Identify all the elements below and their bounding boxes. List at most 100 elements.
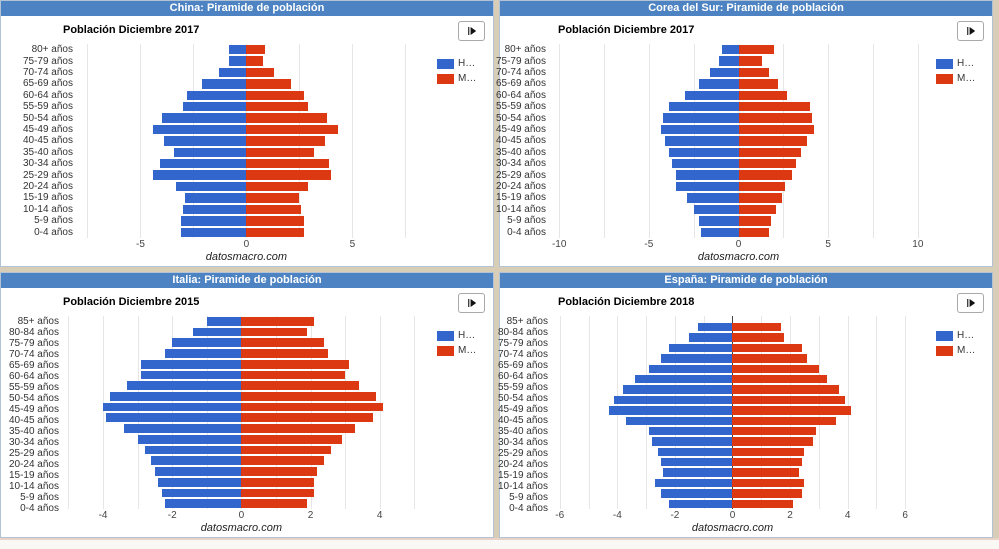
bar-mujeres[interactable] [738,216,771,226]
bar-hombres[interactable] [689,333,733,342]
bar-mujeres[interactable] [732,416,837,425]
bar-hombres[interactable] [174,147,247,158]
bar-mujeres[interactable] [246,124,338,135]
bar-hombres[interactable] [675,181,739,192]
bar-hombres[interactable] [137,434,242,444]
bar-mujeres[interactable] [246,227,304,237]
bar-hombres[interactable] [161,113,247,123]
bar-mujeres[interactable] [241,445,332,455]
bar-hombres[interactable] [206,317,242,326]
bar-mujeres[interactable] [732,364,819,373]
bar-hombres[interactable] [709,67,739,78]
bar-mujeres[interactable] [246,90,304,101]
bar-hombres[interactable] [144,445,242,455]
bar-hombres[interactable] [154,467,242,476]
bar-hombres[interactable] [165,499,242,508]
bar-hombres[interactable] [184,193,247,203]
bar-mujeres[interactable] [738,181,786,192]
bar-mujeres[interactable] [738,147,802,158]
bar-hombres[interactable] [141,370,242,380]
bar-mujeres[interactable] [246,193,300,203]
bar-hombres[interactable] [660,489,733,498]
bar-mujeres[interactable] [732,499,793,509]
bar-mujeres[interactable] [246,56,264,66]
bar-hombres[interactable] [660,458,733,467]
bar-mujeres[interactable] [246,79,291,89]
bar-hombres[interactable] [664,136,739,146]
bar-hombres[interactable] [153,170,247,180]
bar-hombres[interactable] [127,381,242,391]
bar-hombres[interactable] [722,45,739,55]
bar-mujeres[interactable] [732,468,799,477]
bar-hombres[interactable] [657,447,733,457]
bar-hombres[interactable] [663,468,733,477]
bar-mujeres[interactable] [241,477,314,487]
bar-hombres[interactable] [654,478,733,488]
bar-mujeres[interactable] [732,406,851,415]
bar-hombres[interactable] [684,90,739,101]
bar-hombres[interactable] [182,102,247,112]
bar-mujeres[interactable] [241,424,356,433]
bar-hombres[interactable] [103,402,242,412]
bar-hombres[interactable] [218,67,247,78]
bar-hombres[interactable] [649,426,733,436]
bar-mujeres[interactable] [732,489,802,498]
bar-hombres[interactable] [192,327,242,337]
bar-hombres[interactable] [661,124,739,135]
bar-hombres[interactable] [106,413,242,423]
bar-hombres[interactable] [161,488,242,498]
bar-hombres[interactable] [159,159,247,169]
bar-hombres[interactable] [718,56,739,66]
bar-mujeres[interactable] [241,370,346,380]
bar-mujeres[interactable] [241,349,328,358]
bar-mujeres[interactable] [732,426,816,436]
bar-hombres[interactable] [163,136,247,146]
bar-mujeres[interactable] [732,447,805,457]
bar-hombres[interactable] [158,477,242,487]
play-button[interactable] [458,21,485,41]
bar-hombres[interactable] [229,56,247,66]
bar-mujeres[interactable] [241,488,314,498]
bar-mujeres[interactable] [241,392,377,401]
play-button[interactable] [957,293,984,313]
bar-hombres[interactable] [153,124,247,135]
bar-mujeres[interactable] [738,102,811,112]
bar-hombres[interactable] [180,216,247,226]
bar-hombres[interactable] [229,45,247,55]
bar-mujeres[interactable] [241,456,325,466]
bar-hombres[interactable] [693,204,739,215]
bar-mujeres[interactable] [241,402,384,412]
bar-mujeres[interactable] [246,67,274,78]
play-button[interactable] [458,293,485,313]
bar-mujeres[interactable] [241,359,349,369]
bar-hombres[interactable] [176,181,247,192]
bar-hombres[interactable] [668,102,739,112]
bar-mujeres[interactable] [732,437,814,446]
bar-mujeres[interactable] [732,374,828,384]
bar-mujeres[interactable] [246,102,308,112]
bar-mujeres[interactable] [738,193,782,203]
bar-hombres[interactable] [649,364,733,373]
bar-hombres[interactable] [187,90,247,101]
bar-mujeres[interactable] [732,478,805,488]
bar-mujeres[interactable] [246,45,266,55]
bar-mujeres[interactable] [246,113,327,123]
bar-hombres[interactable] [614,395,733,405]
bar-hombres[interactable] [699,216,739,226]
bar-hombres[interactable] [625,416,733,425]
bar-hombres[interactable] [109,392,242,401]
bar-mujeres[interactable] [246,204,302,215]
bar-mujeres[interactable] [241,381,359,391]
bar-mujeres[interactable] [246,136,325,146]
bar-mujeres[interactable] [732,395,845,405]
bar-mujeres[interactable] [738,170,793,180]
bar-hombres[interactable] [675,170,739,180]
bar-mujeres[interactable] [738,227,769,237]
bar-hombres[interactable] [608,406,733,415]
bar-hombres[interactable] [623,385,733,394]
bar-hombres[interactable] [172,338,242,348]
bar-mujeres[interactable] [732,323,782,332]
bar-mujeres[interactable] [246,181,308,192]
bar-mujeres[interactable] [738,113,813,123]
bar-hombres[interactable] [663,113,739,123]
